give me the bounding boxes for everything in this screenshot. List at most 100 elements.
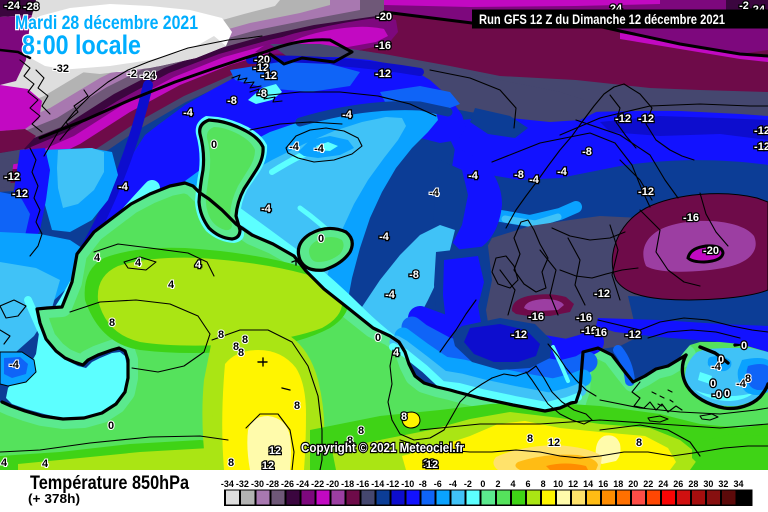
svg-text:-24: -24: [140, 70, 157, 82]
svg-text:-16: -16: [375, 40, 391, 52]
svg-text:8: 8: [527, 433, 533, 445]
svg-text:-4: -4: [385, 289, 396, 301]
svg-text:26: 26: [673, 479, 683, 489]
svg-text:-26: -26: [281, 479, 294, 489]
svg-text:-16: -16: [591, 327, 607, 339]
svg-text:-12: -12: [386, 479, 399, 489]
svg-text:-12: -12: [594, 288, 610, 300]
svg-text:-4: -4: [289, 141, 300, 153]
svg-text:-24: -24: [4, 0, 21, 12]
svg-text:-4: -4: [711, 361, 722, 373]
svg-text:10: 10: [553, 479, 563, 489]
svg-text:-20: -20: [703, 245, 719, 257]
svg-text:-8: -8: [582, 146, 592, 158]
svg-text:8: 8: [109, 317, 115, 329]
svg-text:-10: -10: [401, 479, 414, 489]
svg-text:8: 8: [745, 373, 751, 385]
svg-text:-20: -20: [376, 11, 392, 23]
svg-text:-4: -4: [118, 181, 129, 193]
svg-text:-30: -30: [251, 479, 264, 489]
svg-text:4: 4: [510, 479, 515, 489]
svg-text:8: 8: [541, 479, 546, 489]
svg-text:12: 12: [548, 437, 560, 449]
svg-text:-4: -4: [314, 143, 325, 155]
svg-text:32: 32: [718, 479, 728, 489]
svg-text:Mardi 28 décembre 2021: Mardi 28 décembre 2021: [15, 13, 198, 34]
svg-text:-4: -4: [429, 187, 440, 199]
svg-text:8: 8: [636, 437, 642, 449]
svg-text:8: 8: [294, 400, 300, 412]
svg-text:28: 28: [688, 479, 698, 489]
svg-text:-12: -12: [638, 113, 654, 125]
svg-text:8: 8: [233, 341, 239, 353]
svg-text:-16: -16: [683, 212, 699, 224]
svg-text:-8: -8: [227, 95, 237, 107]
svg-text:30: 30: [703, 479, 713, 489]
svg-text:4: 4: [168, 279, 175, 291]
svg-text:-4: -4: [557, 166, 568, 178]
svg-text:Run GFS 12 Z du Dimanche 12 dé: Run GFS 12 Z du Dimanche 12 décembre 202…: [479, 12, 725, 27]
svg-text:6: 6: [525, 479, 530, 489]
svg-text:4: 4: [393, 347, 400, 359]
svg-text:Température 850hPa: Température 850hPa: [30, 473, 189, 494]
svg-text:4: 4: [195, 259, 202, 271]
svg-text:-18: -18: [341, 479, 354, 489]
svg-text:-12: -12: [261, 70, 277, 82]
svg-text:-20: -20: [254, 54, 270, 66]
svg-text:0: 0: [724, 388, 730, 400]
svg-text:4: 4: [135, 257, 142, 269]
svg-text:-28: -28: [266, 479, 279, 489]
svg-text:12: 12: [426, 459, 438, 471]
svg-text:-16: -16: [356, 479, 369, 489]
svg-text:14: 14: [583, 479, 593, 489]
svg-text:-4: -4: [468, 170, 479, 182]
svg-text:0: 0: [108, 420, 114, 432]
svg-text:0: 0: [710, 378, 716, 390]
svg-text:-8: -8: [409, 269, 419, 281]
svg-text:8: 8: [358, 425, 364, 437]
svg-text:0: 0: [718, 354, 724, 366]
svg-text:4: 4: [42, 458, 49, 470]
svg-text:0: 0: [211, 139, 217, 151]
svg-text:8: 8: [242, 334, 248, 346]
svg-text:-12: -12: [511, 329, 527, 341]
svg-text:18: 18: [613, 479, 623, 489]
svg-text:-28: -28: [23, 1, 39, 13]
svg-text:4: 4: [94, 252, 101, 264]
svg-text:24: 24: [658, 479, 668, 489]
svg-text:-34: -34: [221, 479, 234, 489]
svg-text:-8: -8: [514, 169, 524, 181]
svg-text:-12: -12: [625, 329, 641, 341]
svg-text:12: 12: [269, 445, 281, 457]
svg-text:-4: -4: [9, 359, 20, 371]
svg-text:8: 8: [218, 329, 224, 341]
svg-text:8:00 locale: 8:00 locale: [22, 30, 141, 60]
svg-text:2: 2: [495, 479, 500, 489]
svg-text:-32: -32: [53, 63, 69, 75]
svg-text:-22: -22: [311, 479, 324, 489]
svg-text:22: 22: [643, 479, 653, 489]
svg-text:8: 8: [401, 411, 407, 423]
svg-text:4: 4: [1, 457, 8, 469]
svg-text:8: 8: [347, 435, 353, 447]
svg-text:-24: -24: [296, 479, 309, 489]
svg-text:-8: -8: [419, 479, 427, 489]
svg-text:-0: -0: [712, 389, 722, 401]
svg-text:-12: -12: [375, 68, 391, 80]
svg-text:-4: -4: [261, 203, 272, 215]
svg-text:-4: -4: [736, 378, 747, 390]
svg-text:0: 0: [480, 479, 485, 489]
svg-text:-12: -12: [638, 186, 654, 198]
svg-text:0: 0: [318, 233, 324, 245]
svg-text:-6: -6: [434, 479, 442, 489]
svg-text:-32: -32: [236, 479, 249, 489]
svg-text:0: 0: [375, 332, 381, 344]
svg-text:-12: -12: [615, 113, 631, 125]
svg-text:-12: -12: [754, 125, 768, 137]
svg-text:-12: -12: [4, 171, 20, 183]
svg-text:12: 12: [568, 479, 578, 489]
svg-text:-4: -4: [342, 109, 353, 121]
svg-text:0: 0: [741, 340, 747, 352]
svg-text:16: 16: [598, 479, 608, 489]
svg-text:-4: -4: [379, 231, 390, 243]
